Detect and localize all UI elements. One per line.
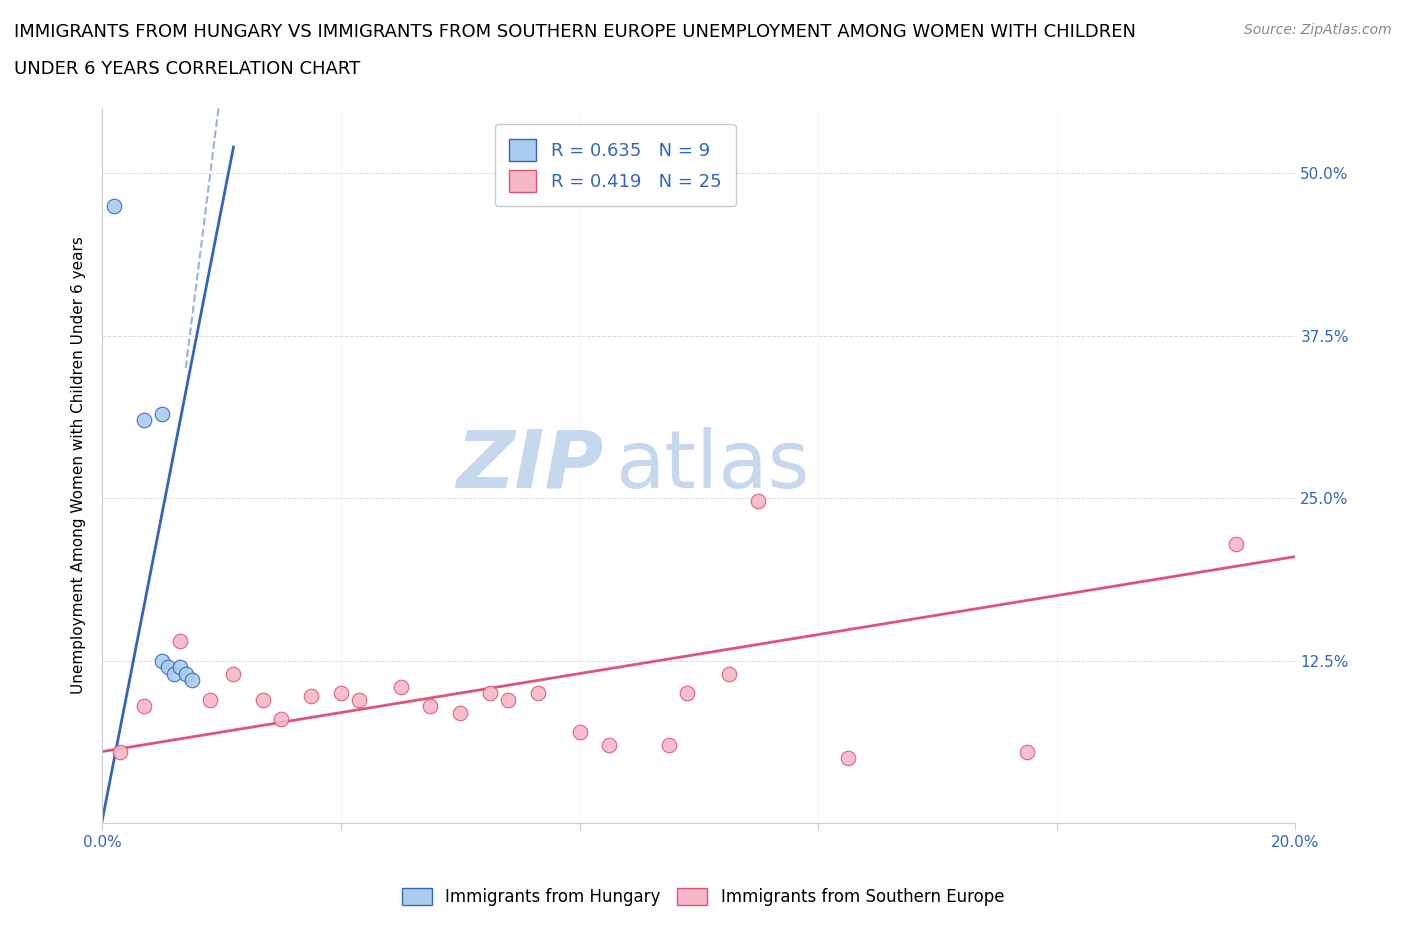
Point: [103, 198, 125, 213]
Point: [1015, 744, 1038, 759]
Legend: R = 0.635   N = 9, R = 0.419   N = 25: R = 0.635 N = 9, R = 0.419 N = 25: [495, 125, 735, 206]
Point: [150, 653, 173, 668]
Point: [252, 692, 274, 707]
Point: [389, 679, 412, 694]
Point: [156, 659, 179, 674]
Point: [526, 685, 548, 700]
Point: [837, 751, 859, 765]
Point: [108, 744, 131, 759]
Point: [169, 633, 191, 648]
Point: [132, 698, 155, 713]
Point: [329, 685, 352, 700]
Text: ZIP: ZIP: [456, 427, 603, 505]
Point: [449, 705, 471, 720]
Text: IMMIGRANTS FROM HUNGARY VS IMMIGRANTS FROM SOUTHERN EUROPE UNEMPLOYMENT AMONG WO: IMMIGRANTS FROM HUNGARY VS IMMIGRANTS FR…: [14, 23, 1136, 41]
Text: atlas: atlas: [616, 427, 810, 505]
Text: Source: ZipAtlas.com: Source: ZipAtlas.com: [1244, 23, 1392, 37]
Point: [676, 685, 699, 700]
Point: [717, 666, 740, 681]
Point: [479, 685, 502, 700]
Legend: Immigrants from Hungary, Immigrants from Southern Europe: Immigrants from Hungary, Immigrants from…: [395, 881, 1011, 912]
Point: [299, 688, 322, 703]
Point: [222, 666, 245, 681]
Point: [132, 413, 155, 428]
Point: [419, 698, 441, 713]
Point: [270, 711, 292, 726]
Point: [180, 672, 202, 687]
Point: [169, 659, 191, 674]
Point: [496, 692, 519, 707]
Point: [598, 737, 620, 752]
Point: [347, 692, 370, 707]
Point: [198, 692, 221, 707]
Point: [163, 666, 186, 681]
Point: [1225, 536, 1247, 551]
Point: [658, 737, 681, 752]
Point: [174, 666, 197, 681]
Text: UNDER 6 YEARS CORRELATION CHART: UNDER 6 YEARS CORRELATION CHART: [14, 60, 360, 78]
Y-axis label: Unemployment Among Women with Children Under 6 years: Unemployment Among Women with Children U…: [72, 236, 86, 695]
Point: [568, 724, 591, 739]
Point: [747, 493, 769, 508]
Point: [150, 406, 173, 421]
